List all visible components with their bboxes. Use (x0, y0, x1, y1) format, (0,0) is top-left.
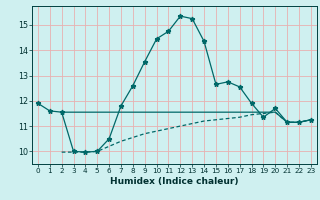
X-axis label: Humidex (Indice chaleur): Humidex (Indice chaleur) (110, 177, 239, 186)
